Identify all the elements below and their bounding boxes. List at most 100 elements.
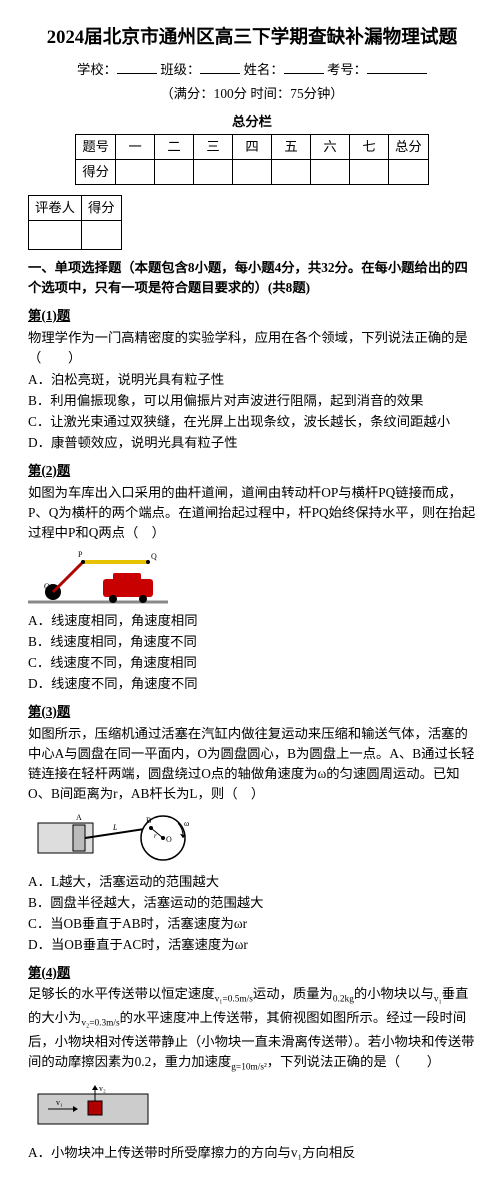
- q1-opt-b: B．利用偏振现象，可以用偏振片对声波进行阻隔，起到消音的效果: [28, 391, 476, 411]
- car-top: [113, 573, 141, 583]
- point-q: [146, 560, 150, 564]
- q4-opt-a: A．小物块冲上传送带时所受摩擦力的方向与v₁方向相反: [28, 1143, 476, 1163]
- score-cell: [389, 159, 429, 184]
- q3-stem: 如图所示，压缩机通过活塞在汽缸内做往复运动来压缩和输送气体，活塞的中心A与圆盘在…: [28, 724, 476, 804]
- q4-v2: v₂=0.3m/s: [81, 1019, 119, 1029]
- wheel-icon: [139, 595, 147, 603]
- timing-row: （满分：100分 时间：75分钟）: [28, 84, 476, 104]
- q2-opt-d: D．线速度不同，角速度不同: [28, 674, 476, 694]
- q1-number: 第(1)题: [28, 306, 476, 326]
- q4-figure: v₂ v₁: [28, 1079, 476, 1139]
- col-hdr: 三: [194, 134, 233, 159]
- student-info-row: 学校： 班级： 姓名： 考号：: [28, 60, 476, 80]
- col-hdr: 七: [350, 134, 389, 159]
- q1-opt-d: D．康普顿效应，说明光具有粒子性: [28, 433, 476, 453]
- q1-options: A．泊松亮斑，说明光具有粒子性 B．利用偏振现象，可以用偏振片对声波进行阻隔，起…: [28, 370, 476, 453]
- q4-v1: v₁=0.5m/s: [215, 995, 253, 1005]
- v2-arrow-head: [92, 1085, 98, 1090]
- label-v1: v₁: [56, 1098, 63, 1107]
- q2-opt-c: C．线速度不同，角速度相同: [28, 653, 476, 673]
- q4-options: A．小物块冲上传送带时所受摩擦力的方向与v₁方向相反: [28, 1143, 476, 1163]
- q1-opt-c: C．让激光束通过双狭缝，在光屏上出现条纹，波长越长，条纹间距越小: [28, 412, 476, 432]
- point-p: [81, 560, 85, 564]
- q2-opt-b: B．线速度相同，角速度不同: [28, 632, 476, 652]
- col-hdr: 五: [272, 134, 311, 159]
- label-l: L: [112, 823, 118, 832]
- school-blank: [117, 73, 157, 74]
- name-label: 姓名：: [244, 62, 284, 77]
- grader-table: 评卷人 得分: [28, 195, 122, 250]
- score-cell: [194, 159, 233, 184]
- school-label: 学校：: [77, 62, 117, 77]
- class-blank: [200, 73, 240, 74]
- row-label: 得分: [76, 159, 116, 184]
- section-header: 一、单项选择题（本题包含8小题，每小题4分，共32分。在每小题给出的四个选项中，…: [28, 258, 476, 298]
- grader-col: 评卷人: [29, 195, 82, 220]
- q4-stem: 足够长的水平传送带以恒定速度v₁=0.5m/s运动，质量为0.2kg的小物块以与…: [28, 984, 476, 1075]
- label-b: B: [146, 816, 151, 825]
- piston-head: [73, 825, 85, 851]
- q1-stem: 物理学作为一门高精密度的实验学科，应用在各个领域，下列说法正确的是（ ）: [28, 328, 476, 368]
- class-label: 班级：: [160, 62, 200, 77]
- table-row: 得分: [76, 159, 428, 184]
- label-a: A: [76, 813, 82, 822]
- label-p: P: [78, 550, 83, 559]
- table-row: 题号 一 二 三 四 五 六 七 总分: [76, 134, 428, 159]
- score-cell: [272, 159, 311, 184]
- q3-number: 第(3)题: [28, 702, 476, 722]
- q4-number: 第(4)题: [28, 963, 476, 983]
- label-v2: v₂: [99, 1084, 106, 1093]
- score-cell: [233, 159, 272, 184]
- table-row: 评卷人 得分: [29, 195, 122, 220]
- q3-opt-d: D．当OB垂直于AC时，活塞速度为ωr: [28, 935, 476, 955]
- q3-figure: A L O B r ω: [28, 808, 476, 868]
- q4-v1ref: v₁: [434, 995, 442, 1005]
- wheel-icon: [109, 595, 117, 603]
- q4-text: 的小物块以与: [354, 986, 434, 1001]
- grader-cell: [81, 220, 121, 249]
- q2-stem: 如图为车库出入口采用的曲杆道闸，道闸由转动杆OP与横杆PQ链接而成，P、Q为横杆…: [28, 483, 476, 543]
- q2-number: 第(2)题: [28, 461, 476, 481]
- piston-disc-diagram-icon: A L O B r ω: [28, 808, 198, 868]
- score-cell: [350, 159, 389, 184]
- q4-g: g=10m/s²: [231, 1062, 267, 1072]
- q3-options: A．L越大，活塞运动的范围越大 B．圆盘半径越大，活塞运动的范围越大 C．当OB…: [28, 872, 476, 955]
- belt-diagram-icon: v₂ v₁: [28, 1079, 168, 1139]
- label-o2: O: [166, 835, 172, 844]
- score-cell: [116, 159, 155, 184]
- block: [88, 1101, 102, 1115]
- row-label: 题号: [76, 134, 116, 159]
- score-cell: [155, 159, 194, 184]
- q4-text: 运动，质量为: [253, 986, 333, 1001]
- q3-opt-c: C．当OB垂直于AB时，活塞速度为ωr: [28, 914, 476, 934]
- examno-label: 考号：: [327, 62, 367, 77]
- col-hdr: 总分: [389, 134, 429, 159]
- arm-op: [53, 562, 83, 592]
- q4-m: 0.2kg: [333, 995, 354, 1005]
- table-row: [29, 220, 122, 249]
- col-hdr: 四: [233, 134, 272, 159]
- q4-text: 足够长的水平传送带以恒定速度: [28, 986, 215, 1001]
- name-blank: [284, 73, 324, 74]
- col-hdr: 一: [116, 134, 155, 159]
- label-q: Q: [151, 552, 157, 561]
- q3-opt-b: B．圆盘半径越大，活塞运动的范围越大: [28, 893, 476, 913]
- score-caption: 总分栏: [28, 112, 476, 132]
- q1-opt-a: A．泊松亮斑，说明光具有粒子性: [28, 370, 476, 390]
- grader-col: 得分: [81, 195, 121, 220]
- label-o: O: [44, 582, 50, 591]
- score-table: 题号 一 二 三 四 五 六 七 总分 得分: [75, 134, 428, 185]
- q3-opt-a: A．L越大，活塞运动的范围越大: [28, 872, 476, 892]
- label-omega: ω: [184, 819, 189, 828]
- examno-blank: [367, 73, 427, 74]
- col-hdr: 二: [155, 134, 194, 159]
- col-hdr: 六: [311, 134, 350, 159]
- q2-figure: P Q O: [28, 547, 476, 607]
- gate-diagram-icon: P Q O: [28, 547, 168, 607]
- q2-options: A．线速度相同，角速度相同 B．线速度相同，角速度不同 C．线速度不同，角速度相…: [28, 611, 476, 694]
- score-cell: [311, 159, 350, 184]
- q2-opt-a: A．线速度相同，角速度相同: [28, 611, 476, 631]
- label-r: r: [154, 832, 157, 840]
- exam-title: 2024届北京市通州区高三下学期查缺补漏物理试题: [28, 24, 476, 52]
- grader-cell: [29, 220, 82, 249]
